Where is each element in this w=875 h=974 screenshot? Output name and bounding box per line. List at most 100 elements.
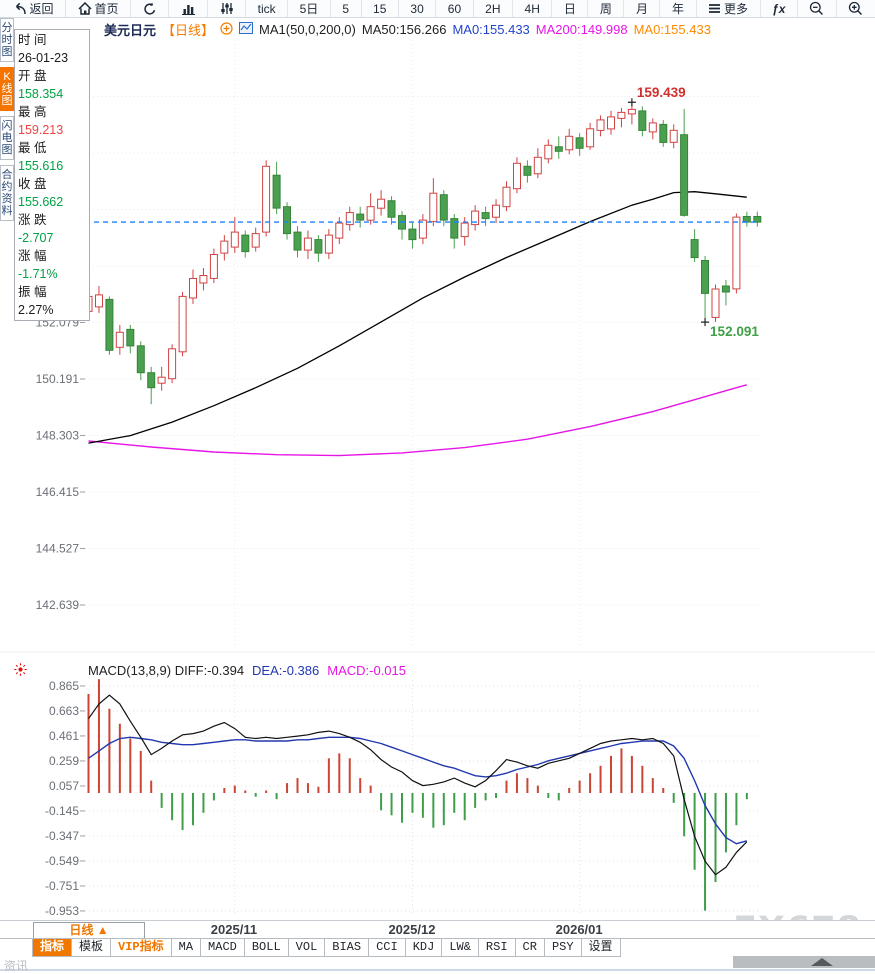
tab-time-chart[interactable]: 分时图 [0,18,14,62]
period-day-button[interactable]: 日 [552,0,589,17]
tab-settings[interactable]: 设置 [581,939,621,957]
period-dropdown-button[interactable]: 日线 ▲ [33,922,145,939]
candle [711,288,720,318]
period-2h-button-label: 2H [485,1,501,16]
candle [157,376,166,384]
candle [356,213,365,221]
zoom-out-button[interactable] [798,0,837,17]
period-4h-button[interactable]: 4H [513,0,553,17]
indicator-settings-sun-icon[interactable] [13,662,28,682]
candle [513,162,521,190]
period-2h-button[interactable]: 2H [474,0,514,17]
chart-header: 美元日元 【日线】 MA1(50,0,200,0) MA50:156.266 MA0:1… [104,20,717,39]
candle [251,233,260,248]
candle [345,212,354,226]
back-button[interactable]: 返回 [0,0,67,17]
candle [241,234,250,253]
more-button[interactable]: 更多 [697,0,761,17]
candle [607,116,615,130]
y-axis-label: 148.303 [36,429,80,443]
quote-value: 155.616 [18,159,64,173]
quote-panel: 时 间 26-01-23 开 盘 158.354 最 高 159.213 最 低 155.61… [14,29,90,321]
candle [262,165,271,233]
candle [366,206,375,221]
expand-handle[interactable] [733,956,875,968]
chart-style-button[interactable] [169,0,209,17]
candle [669,129,678,143]
macd-y-axis-label: -0.953 [45,904,79,918]
candle [136,345,145,374]
candle [450,218,459,239]
tab-kline-chart[interactable]: K线图 [0,67,14,111]
add-indicator-icon[interactable] [220,21,233,38]
period-week-button[interactable]: 周 [588,0,625,17]
candle [178,295,187,353]
sliders-icon [220,2,234,15]
expand-arrow-icon [811,958,833,966]
quote-value: -1.71% [18,267,58,281]
tab-ma[interactable]: MA [171,939,202,957]
candle [95,294,103,308]
tab-boll[interactable]: BOLL [244,939,289,957]
tab-lightning-chart[interactable]: 闪电图 [0,116,14,160]
candlesticks [84,102,762,405]
period-5d-button[interactable]: 5日 [288,0,331,17]
candle [199,275,208,284]
period-60m-button[interactable]: 60 [436,0,474,17]
period-30m-button[interactable]: 30 [399,0,437,17]
macd-y-axis-label: -0.347 [45,829,79,843]
tab-cr[interactable]: CR [515,939,545,957]
period-year-button[interactable]: 年 [660,0,697,17]
tab-template[interactable]: 模板 [72,939,112,957]
x-axis-month-label: 2025/12 [388,922,436,937]
candle [659,123,668,143]
home-button[interactable]: 首页 [66,0,132,17]
candle [324,234,333,254]
fx-button[interactable]: ƒx [761,0,798,17]
period-month-button[interactable]: 月 [624,0,661,17]
candle [492,204,500,218]
candle [586,128,595,148]
candle [189,278,197,299]
tab-indicator[interactable]: 指标 [33,939,73,957]
tab-vol[interactable]: VOL [288,939,326,957]
tab-kdj[interactable]: KDJ [405,939,443,957]
period-5d-button-label: 5日 [299,2,319,16]
y-axis-label: 142.639 [36,598,80,612]
macd-params-diff: MACD(13,8,9) DIFF:-0.394 [88,663,245,678]
tab-vip-indicator[interactable]: VIP指标 [111,939,172,957]
tab-contract-info[interactable]: 合约资料 [0,165,14,221]
tab-rsi[interactable]: RSI [478,939,516,957]
macd-dea-value: DEA:-0.386 [252,663,320,678]
period-tick-button[interactable]: tick [246,0,289,17]
candle [147,372,156,389]
quote-value: -2.707 [18,231,54,245]
diff-line [88,694,748,876]
candle [272,174,281,209]
kline-style-icon[interactable] [239,22,254,37]
zoom-in-button[interactable] [837,0,875,17]
news-label: 资讯 [4,959,29,973]
candle [481,212,490,220]
tab-psy[interactable]: PSY [544,939,582,957]
macd-y-axis-label: 0.461 [49,729,79,743]
period-15m-button-label: 15 [373,1,387,16]
period-week-button-label: 周 [599,2,612,16]
chart-canvas[interactable]: 152.079150.191148.303146.415144.527142.6… [0,0,875,920]
tab-lw[interactable]: LW& [442,939,479,957]
tab-macd[interactable]: MACD [201,939,245,957]
period-15m-button[interactable]: 15 [362,0,399,17]
dea-line [88,736,747,845]
ma0-value-blue: MA0:155.433 [452,22,530,37]
period-5m-button[interactable]: 5 [331,0,362,17]
ma0-value-orange: MA0:155.433 [633,22,711,37]
candle [429,192,438,223]
indicator-adjust-button[interactable] [208,0,247,17]
candle [596,119,605,131]
candle [168,348,177,380]
period-year-button-label: 年 [671,2,684,16]
candle [471,210,480,226]
refresh-button[interactable] [131,0,170,17]
tab-bias[interactable]: BIAS [325,939,370,957]
tab-cci[interactable]: CCI [369,939,406,957]
